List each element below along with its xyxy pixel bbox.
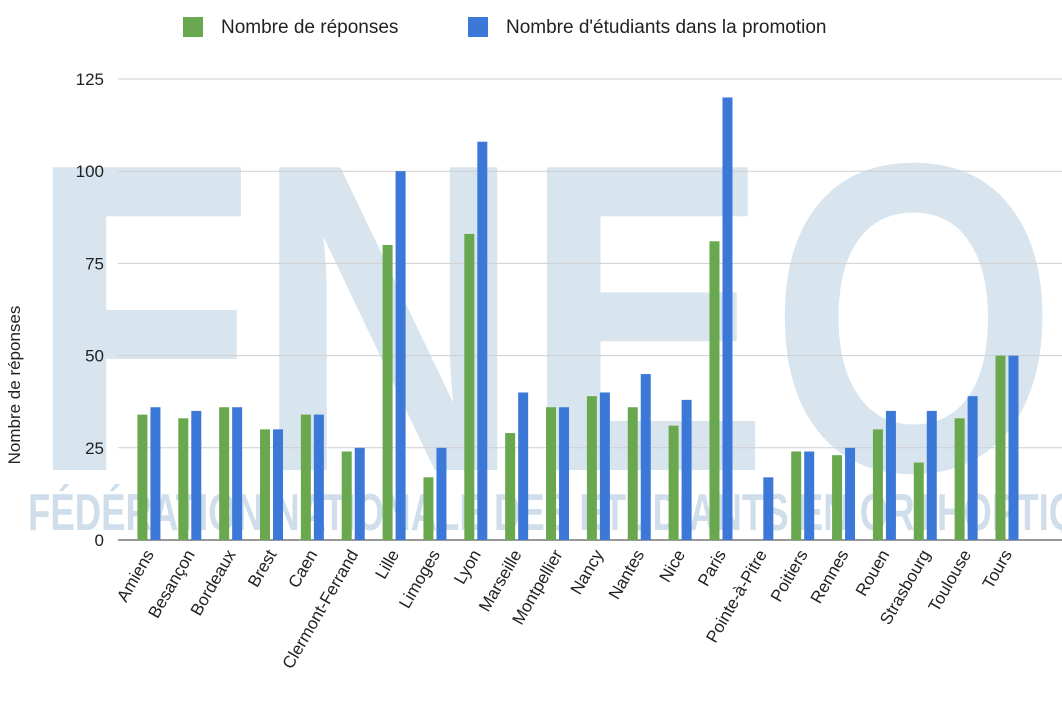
bar [137, 414, 148, 540]
bar [505, 433, 516, 540]
bar [546, 407, 557, 540]
bar [954, 418, 965, 540]
bar [313, 414, 324, 540]
y-tick-label: 50 [85, 347, 104, 366]
bar [995, 355, 1006, 540]
bar [300, 414, 311, 540]
bar [341, 451, 352, 540]
bar [150, 407, 161, 540]
y-tick-label: 0 [95, 531, 104, 550]
bar [477, 141, 488, 541]
bar [913, 462, 924, 540]
bar [885, 410, 896, 540]
legend-label: Nombre d'étudiants dans la promotion [506, 17, 826, 38]
bar [586, 396, 597, 540]
bar [832, 455, 843, 540]
legend-label: Nombre de réponses [221, 17, 398, 38]
bar [627, 407, 638, 540]
bar [967, 396, 978, 540]
bar [219, 407, 230, 540]
y-tick-label: 75 [85, 254, 104, 273]
bar [232, 407, 243, 540]
bar [354, 447, 365, 540]
legend-swatch [183, 17, 203, 37]
bar [681, 399, 692, 540]
bar [709, 241, 720, 540]
bar [791, 451, 802, 540]
bar [273, 429, 284, 540]
bar [763, 477, 774, 540]
bar [464, 233, 475, 540]
legend-swatch [468, 17, 488, 37]
bar [436, 447, 447, 540]
bar [640, 374, 651, 540]
bar [668, 425, 679, 540]
bar [382, 244, 393, 540]
bar [599, 392, 610, 540]
y-tick-label: 125 [76, 70, 104, 89]
bar [178, 418, 189, 540]
bar [395, 171, 406, 540]
bar [423, 477, 434, 540]
bar [872, 429, 883, 540]
bar [518, 392, 529, 540]
bar [559, 407, 570, 540]
y-axis-label: Nombre de réponses [5, 306, 24, 465]
bar [260, 429, 271, 540]
bar [722, 97, 733, 540]
bar [845, 447, 856, 540]
y-tick-label: 100 [76, 162, 104, 181]
x-tick-label: Clermont-Ferrand [279, 547, 363, 673]
y-tick-label: 25 [85, 439, 104, 458]
bar [1008, 355, 1019, 540]
bar [804, 451, 815, 540]
bar [926, 410, 937, 540]
bar [191, 410, 202, 540]
